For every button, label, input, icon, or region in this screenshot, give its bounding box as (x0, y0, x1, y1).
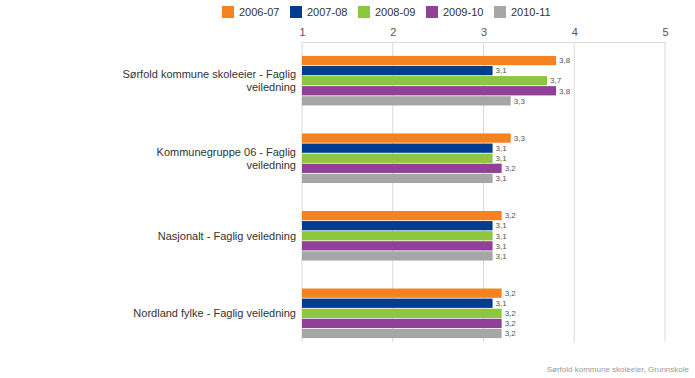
bar (302, 241, 493, 250)
category-label: Sørfold kommune skoleeier - Fagligveiled… (122, 68, 296, 93)
bar (302, 66, 493, 75)
legend-item: 2008-09 (358, 6, 415, 18)
source-note: Sørfold kommune skoleeier, Grunnskole (547, 365, 690, 374)
bar (302, 329, 502, 338)
legend-swatch (494, 6, 506, 18)
bar (302, 76, 547, 85)
legend-swatch (358, 6, 370, 18)
grid-line (665, 42, 666, 342)
tick-label: 3 (481, 26, 487, 38)
data-label: 3,8 (559, 87, 571, 96)
data-label: 3,1 (496, 174, 508, 183)
legend-swatch (290, 6, 302, 18)
data-label: 3,2 (505, 164, 517, 173)
legend-item: 2006-07 (222, 6, 279, 18)
category-label: Kommunegruppe 06 - Fagligveiledning (157, 146, 296, 171)
data-label: 3,2 (505, 329, 517, 338)
bar (302, 133, 511, 142)
tick: 4 (572, 26, 578, 42)
y-axis: Sørfold kommune skoleeier - Fagligveiled… (122, 68, 296, 319)
legend: 2006-07 2007-08 2008-09 2009-10 2010-11 (222, 6, 551, 18)
bar (302, 289, 502, 298)
data-label: 3,1 (496, 232, 508, 241)
legend-item: 2009-10 (426, 6, 483, 18)
bar (302, 251, 493, 260)
data-label: 3,2 (505, 309, 517, 318)
data-label: 3,7 (550, 76, 562, 85)
data-label: 3,3 (514, 134, 526, 143)
data-label: 3,8 (559, 56, 571, 65)
legend-label: 2008-09 (375, 6, 415, 18)
bar (302, 319, 502, 328)
legend-label: 2010-11 (511, 6, 551, 18)
bar (302, 231, 493, 240)
grid-line (574, 42, 575, 342)
chart: 123453,83,33,23,23,13,13,13,13,73,13,13,… (0, 0, 695, 378)
data-label: 3,2 (505, 211, 517, 220)
bar (302, 299, 493, 308)
tick-label: 2 (390, 26, 396, 38)
bar (302, 164, 502, 173)
legend-label: 2006-07 (239, 6, 279, 18)
category-label: Nordland fylke - Faglig veiledning (133, 307, 296, 319)
data-label: 3,1 (496, 252, 508, 261)
category-label: Nasjonalt - Faglig veiledning (158, 230, 296, 242)
bar (302, 154, 493, 163)
bars (302, 56, 556, 338)
tick: 1 (299, 26, 305, 42)
legend-label: 2007-08 (307, 6, 347, 18)
data-label: 3,1 (496, 299, 508, 308)
data-label: 3,1 (496, 242, 508, 251)
bar (302, 211, 502, 220)
data-label: 3,3 (514, 97, 526, 106)
legend-item: 2010-11 (494, 6, 551, 18)
tick-label: 1 (299, 26, 305, 38)
data-label: 3,1 (496, 144, 508, 153)
tick: 5 (662, 26, 668, 42)
legend-item: 2007-08 (290, 6, 347, 18)
data-label: 3,1 (496, 66, 508, 75)
data-label: 3,1 (496, 221, 508, 230)
legend-swatch (426, 6, 438, 18)
data-label: 3,1 (496, 154, 508, 163)
data-label: 3,2 (505, 319, 517, 328)
bar (302, 144, 493, 153)
bar (302, 96, 511, 105)
tick: 3 (481, 26, 487, 42)
bar (302, 56, 556, 65)
legend-label: 2009-10 (443, 6, 483, 18)
tick: 2 (390, 26, 396, 42)
tick-label: 5 (662, 26, 668, 38)
data-label: 3,2 (505, 289, 517, 298)
bar (302, 86, 556, 95)
legend-swatch (222, 6, 234, 18)
tick-label: 4 (572, 26, 578, 38)
bar (302, 309, 502, 318)
x-axis: 1 2 3 4 5 (299, 26, 668, 43)
axis-line (303, 42, 666, 43)
data-labels: 3,83,33,23,23,13,13,13,13,73,13,13,23,83… (496, 56, 571, 338)
bar (302, 221, 493, 230)
grid (302, 42, 665, 342)
bar (302, 174, 493, 183)
